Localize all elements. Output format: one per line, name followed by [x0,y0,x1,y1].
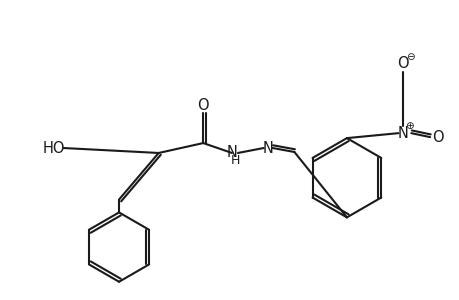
Text: N: N [262,140,273,155]
Text: N: N [226,146,237,160]
Text: ⊕: ⊕ [404,121,413,131]
Text: O: O [431,130,443,145]
Text: N: N [397,126,408,141]
Text: ⊖: ⊖ [405,52,414,62]
Text: O: O [197,98,208,113]
Text: O: O [397,56,409,71]
Text: H: H [230,154,239,167]
Text: HO: HO [42,140,65,155]
